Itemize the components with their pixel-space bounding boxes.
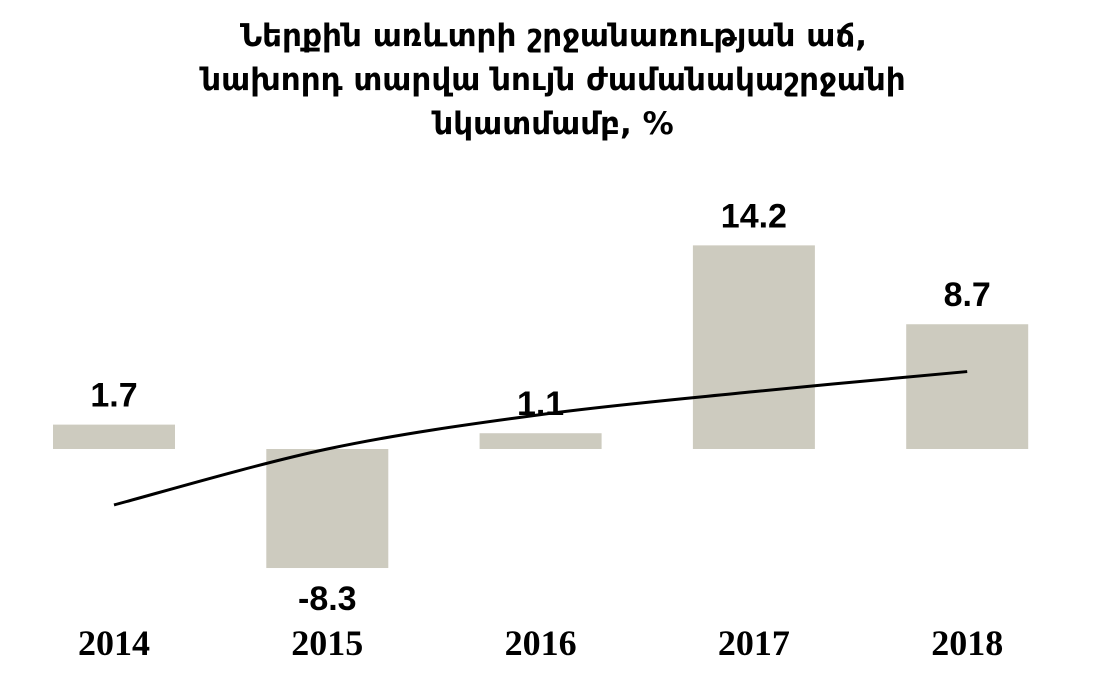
data-label-2018: 8.7 xyxy=(944,276,991,314)
x-tick-label-2015: 2015 xyxy=(291,623,363,663)
trendline xyxy=(113,370,968,507)
x-tick-label-2016: 2016 xyxy=(505,623,577,663)
x-tick-label-2018: 2018 xyxy=(931,623,1003,663)
chart-title: Ներքին առևտրի շրջանառության աճ, նախորդ տ… xyxy=(0,14,1107,146)
bar-2017 xyxy=(692,245,815,449)
data-label-2014: 1.7 xyxy=(90,377,137,415)
bar-2018 xyxy=(906,324,1029,449)
x-tick-label-2017: 2017 xyxy=(718,623,790,663)
bar-2016 xyxy=(479,433,602,449)
chart-title-line-3: նկատմամբ, % xyxy=(433,106,674,142)
bar-2014 xyxy=(53,424,175,449)
bar-2015 xyxy=(266,449,389,569)
x-tick-label-2014: 2014 xyxy=(78,623,150,663)
chart-title-line-1: Ներքին առևտրի շրջանառության աճ, xyxy=(240,18,867,54)
data-label-2017: 14.2 xyxy=(721,197,787,235)
chart-title-line-2: նախորդ տարվա նույն ժամանակաշրջանի xyxy=(201,62,906,98)
data-label-2015: -8.3 xyxy=(298,580,357,618)
